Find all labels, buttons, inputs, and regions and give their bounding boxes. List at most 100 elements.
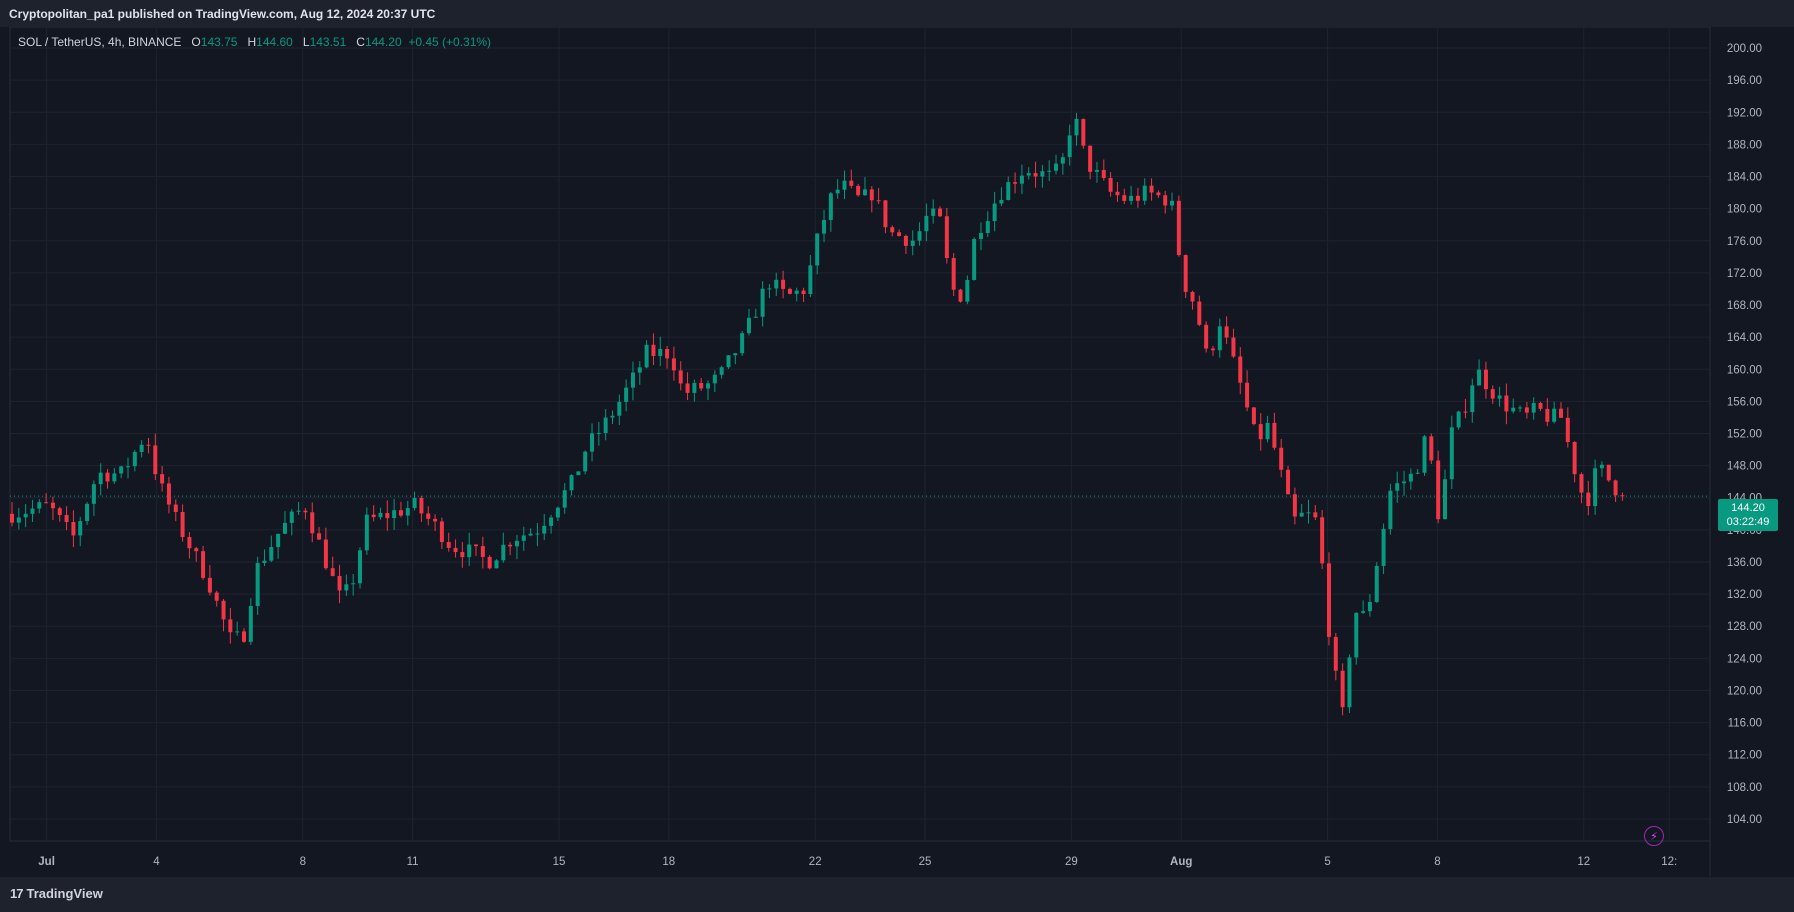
candle-up: [644, 344, 649, 368]
candle-down: [337, 575, 342, 591]
x-tick-label: 25: [919, 856, 932, 868]
candle-down: [1108, 177, 1113, 192]
candle-down: [480, 546, 485, 557]
x-tick-label: 15: [553, 856, 566, 868]
candle-up: [98, 472, 103, 485]
candle-up: [91, 484, 96, 504]
candle-up: [706, 383, 711, 389]
candlestick-chart[interactable]: 104.00 108.00 112.00 116.00 120.00 124.00 128.…: [0, 27, 1794, 877]
y-tick-label: 128.00: [1727, 621, 1762, 633]
lightning-bolt-icon[interactable]: ⚡: [1644, 826, 1664, 846]
candle-up: [1040, 171, 1045, 177]
candle-up: [1129, 195, 1134, 201]
x-tick-label: 5: [1324, 856, 1330, 868]
y-tick-label: 184.00: [1727, 172, 1762, 184]
candle-up: [1511, 407, 1516, 412]
candle-up: [1361, 611, 1366, 613]
candle-down: [439, 521, 444, 543]
candle-down: [869, 189, 874, 201]
candle-up: [555, 507, 560, 518]
candle-up: [119, 466, 124, 474]
x-tick-label: 29: [1065, 856, 1078, 868]
candle-down: [897, 232, 902, 236]
candle-down: [1183, 255, 1188, 292]
candle-up: [1402, 481, 1407, 484]
candle-down: [1224, 326, 1229, 338]
candle-up: [1354, 612, 1359, 658]
candle-down: [1163, 195, 1168, 206]
y-tick-label: 124.00: [1727, 653, 1762, 665]
candle-down: [1122, 195, 1127, 201]
candle-up: [1552, 408, 1557, 422]
candle-down: [1149, 185, 1154, 193]
candle-down: [71, 521, 76, 536]
candle-down: [856, 185, 861, 196]
close-label: C: [356, 35, 365, 49]
candle-down: [474, 544, 479, 547]
candle-down: [1613, 480, 1618, 496]
candle-down: [57, 508, 62, 516]
x-tick-label: 8: [300, 856, 306, 868]
candle-down: [1333, 636, 1338, 671]
candle-down: [1197, 301, 1202, 325]
candle-up: [282, 522, 287, 534]
candle-up: [965, 279, 970, 302]
candle-down: [50, 502, 55, 509]
y-tick-label: 104.00: [1727, 814, 1762, 826]
candle-down: [1558, 408, 1563, 418]
chart-grid: [9, 27, 1711, 876]
candle-up: [542, 525, 547, 534]
candle-up: [972, 238, 977, 280]
candle-up: [528, 533, 533, 536]
candle-up: [139, 444, 144, 452]
x-tick-label: 4: [153, 856, 160, 868]
candle-down: [433, 518, 438, 522]
candle-up: [726, 355, 731, 368]
candle-up: [1074, 118, 1079, 136]
candle-up: [1306, 512, 1311, 514]
candle-up: [753, 316, 758, 318]
candle-down: [242, 631, 247, 642]
candle-up: [351, 583, 356, 585]
candle-up: [1006, 182, 1011, 201]
candle-up: [269, 547, 274, 561]
candle-down: [214, 592, 219, 601]
candle-up: [1217, 326, 1222, 351]
y-tick-label: 120.00: [1727, 685, 1762, 697]
candle-down: [938, 208, 943, 217]
candle-up: [596, 432, 601, 434]
candle-up: [822, 219, 827, 234]
candle-down: [1436, 460, 1441, 520]
candle-down: [207, 577, 212, 593]
candle-down: [146, 444, 151, 446]
candle-down: [453, 547, 458, 553]
y-tick-label: 112.00: [1728, 750, 1762, 762]
candle-down: [1135, 195, 1140, 201]
candle-up: [1531, 403, 1536, 413]
candle-up: [1477, 369, 1482, 386]
candle-down: [671, 358, 676, 371]
candle-down: [323, 539, 328, 569]
candle-up: [521, 535, 526, 541]
y-tick-label: 196.00: [1727, 75, 1762, 87]
y-tick-label: 200.00: [1727, 43, 1762, 55]
candle-down: [1538, 403, 1543, 409]
candle-up: [712, 374, 717, 384]
candle-down: [665, 348, 670, 359]
candle-up: [692, 383, 697, 393]
candle-down: [385, 513, 390, 519]
ohlc-legend: SOL / TetherUS, 4h, BINANCE O143.75 H144…: [18, 35, 491, 49]
candle-up: [610, 415, 615, 418]
candle-down: [153, 445, 158, 475]
candle-up: [658, 348, 663, 356]
candle-down: [330, 568, 335, 576]
header-bar: Cryptopolitan_pa1 published on TradingVi…: [0, 0, 1794, 27]
tradingview-brand[interactable]: 17 TradingView: [10, 886, 103, 901]
y-tick-label: 172.00: [1727, 268, 1762, 280]
chart-x-grid: [46, 27, 1670, 841]
candle-up: [835, 189, 840, 194]
candle-down: [1210, 348, 1215, 351]
candle-up: [126, 466, 131, 468]
candle-down: [1258, 424, 1263, 440]
candles: [10, 112, 1625, 716]
